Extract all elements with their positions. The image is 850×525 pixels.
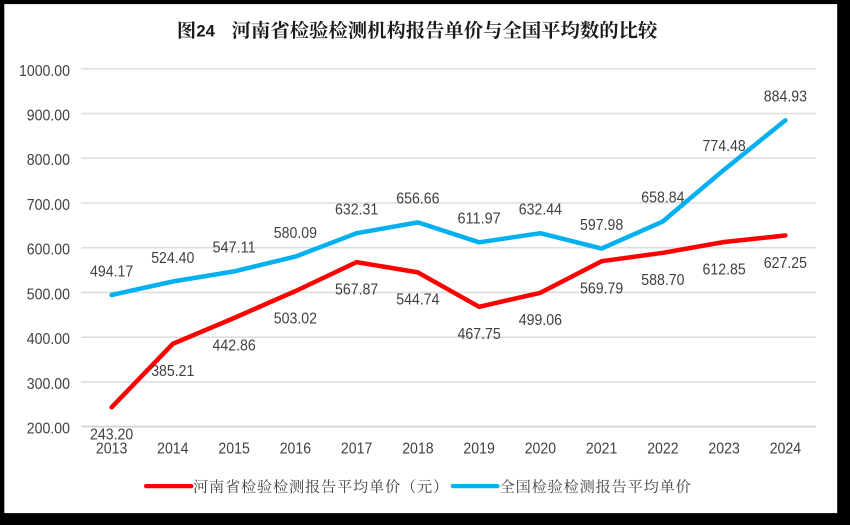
svg-text:385.21: 385.21: [151, 363, 194, 380]
svg-text:2023: 2023: [708, 441, 739, 458]
svg-text:2019: 2019: [463, 441, 494, 458]
svg-text:1000.00: 1000.00: [19, 63, 70, 80]
svg-text:900.00: 900.00: [27, 108, 70, 125]
svg-text:569.79: 569.79: [580, 281, 623, 298]
svg-text:611.97: 611.97: [458, 211, 501, 228]
svg-text:656.66: 656.66: [396, 191, 439, 208]
svg-text:2018: 2018: [402, 441, 433, 458]
svg-text:547.11: 547.11: [213, 240, 256, 257]
svg-text:580.09: 580.09: [274, 225, 317, 242]
svg-text:243.20: 243.20: [90, 427, 133, 444]
svg-text:884.93: 884.93: [764, 89, 807, 106]
svg-text:2013: 2013: [96, 441, 127, 458]
svg-text:2021: 2021: [586, 441, 617, 458]
svg-text:800.00: 800.00: [27, 152, 70, 169]
svg-text:600.00: 600.00: [27, 242, 70, 259]
svg-text:2022: 2022: [647, 441, 678, 458]
svg-text:544.74: 544.74: [396, 292, 439, 309]
svg-text:24: 24: [196, 23, 215, 41]
svg-text:442.86: 442.86: [213, 337, 256, 354]
svg-text:499.06: 499.06: [519, 312, 562, 329]
svg-text:774.48: 774.48: [703, 138, 746, 155]
svg-text:567.87: 567.87: [335, 281, 378, 298]
svg-text:2020: 2020: [525, 441, 556, 458]
svg-text:2024: 2024: [770, 441, 801, 458]
svg-text:2016: 2016: [280, 441, 311, 458]
svg-text:700.00: 700.00: [27, 197, 70, 214]
svg-text:2017: 2017: [341, 441, 372, 458]
svg-text:632.44: 632.44: [519, 202, 562, 219]
svg-text:467.75: 467.75: [458, 326, 501, 343]
svg-text:2014: 2014: [157, 441, 188, 458]
svg-text:503.02: 503.02: [274, 310, 317, 327]
svg-text:494.17: 494.17: [90, 263, 133, 280]
svg-text:2015: 2015: [218, 441, 249, 458]
svg-text:632.31: 632.31: [335, 202, 378, 219]
svg-text:400.00: 400.00: [27, 331, 70, 348]
svg-text:500.00: 500.00: [27, 286, 70, 303]
svg-text:597.98: 597.98: [580, 217, 623, 234]
svg-text:524.40: 524.40: [151, 250, 194, 267]
svg-text:300.00: 300.00: [27, 376, 70, 393]
svg-text:627.25: 627.25: [764, 255, 807, 272]
svg-text:588.70: 588.70: [641, 272, 684, 289]
svg-text:612.85: 612.85: [703, 261, 746, 278]
svg-text:200.00: 200.00: [27, 421, 70, 438]
svg-text:658.84: 658.84: [641, 190, 684, 207]
